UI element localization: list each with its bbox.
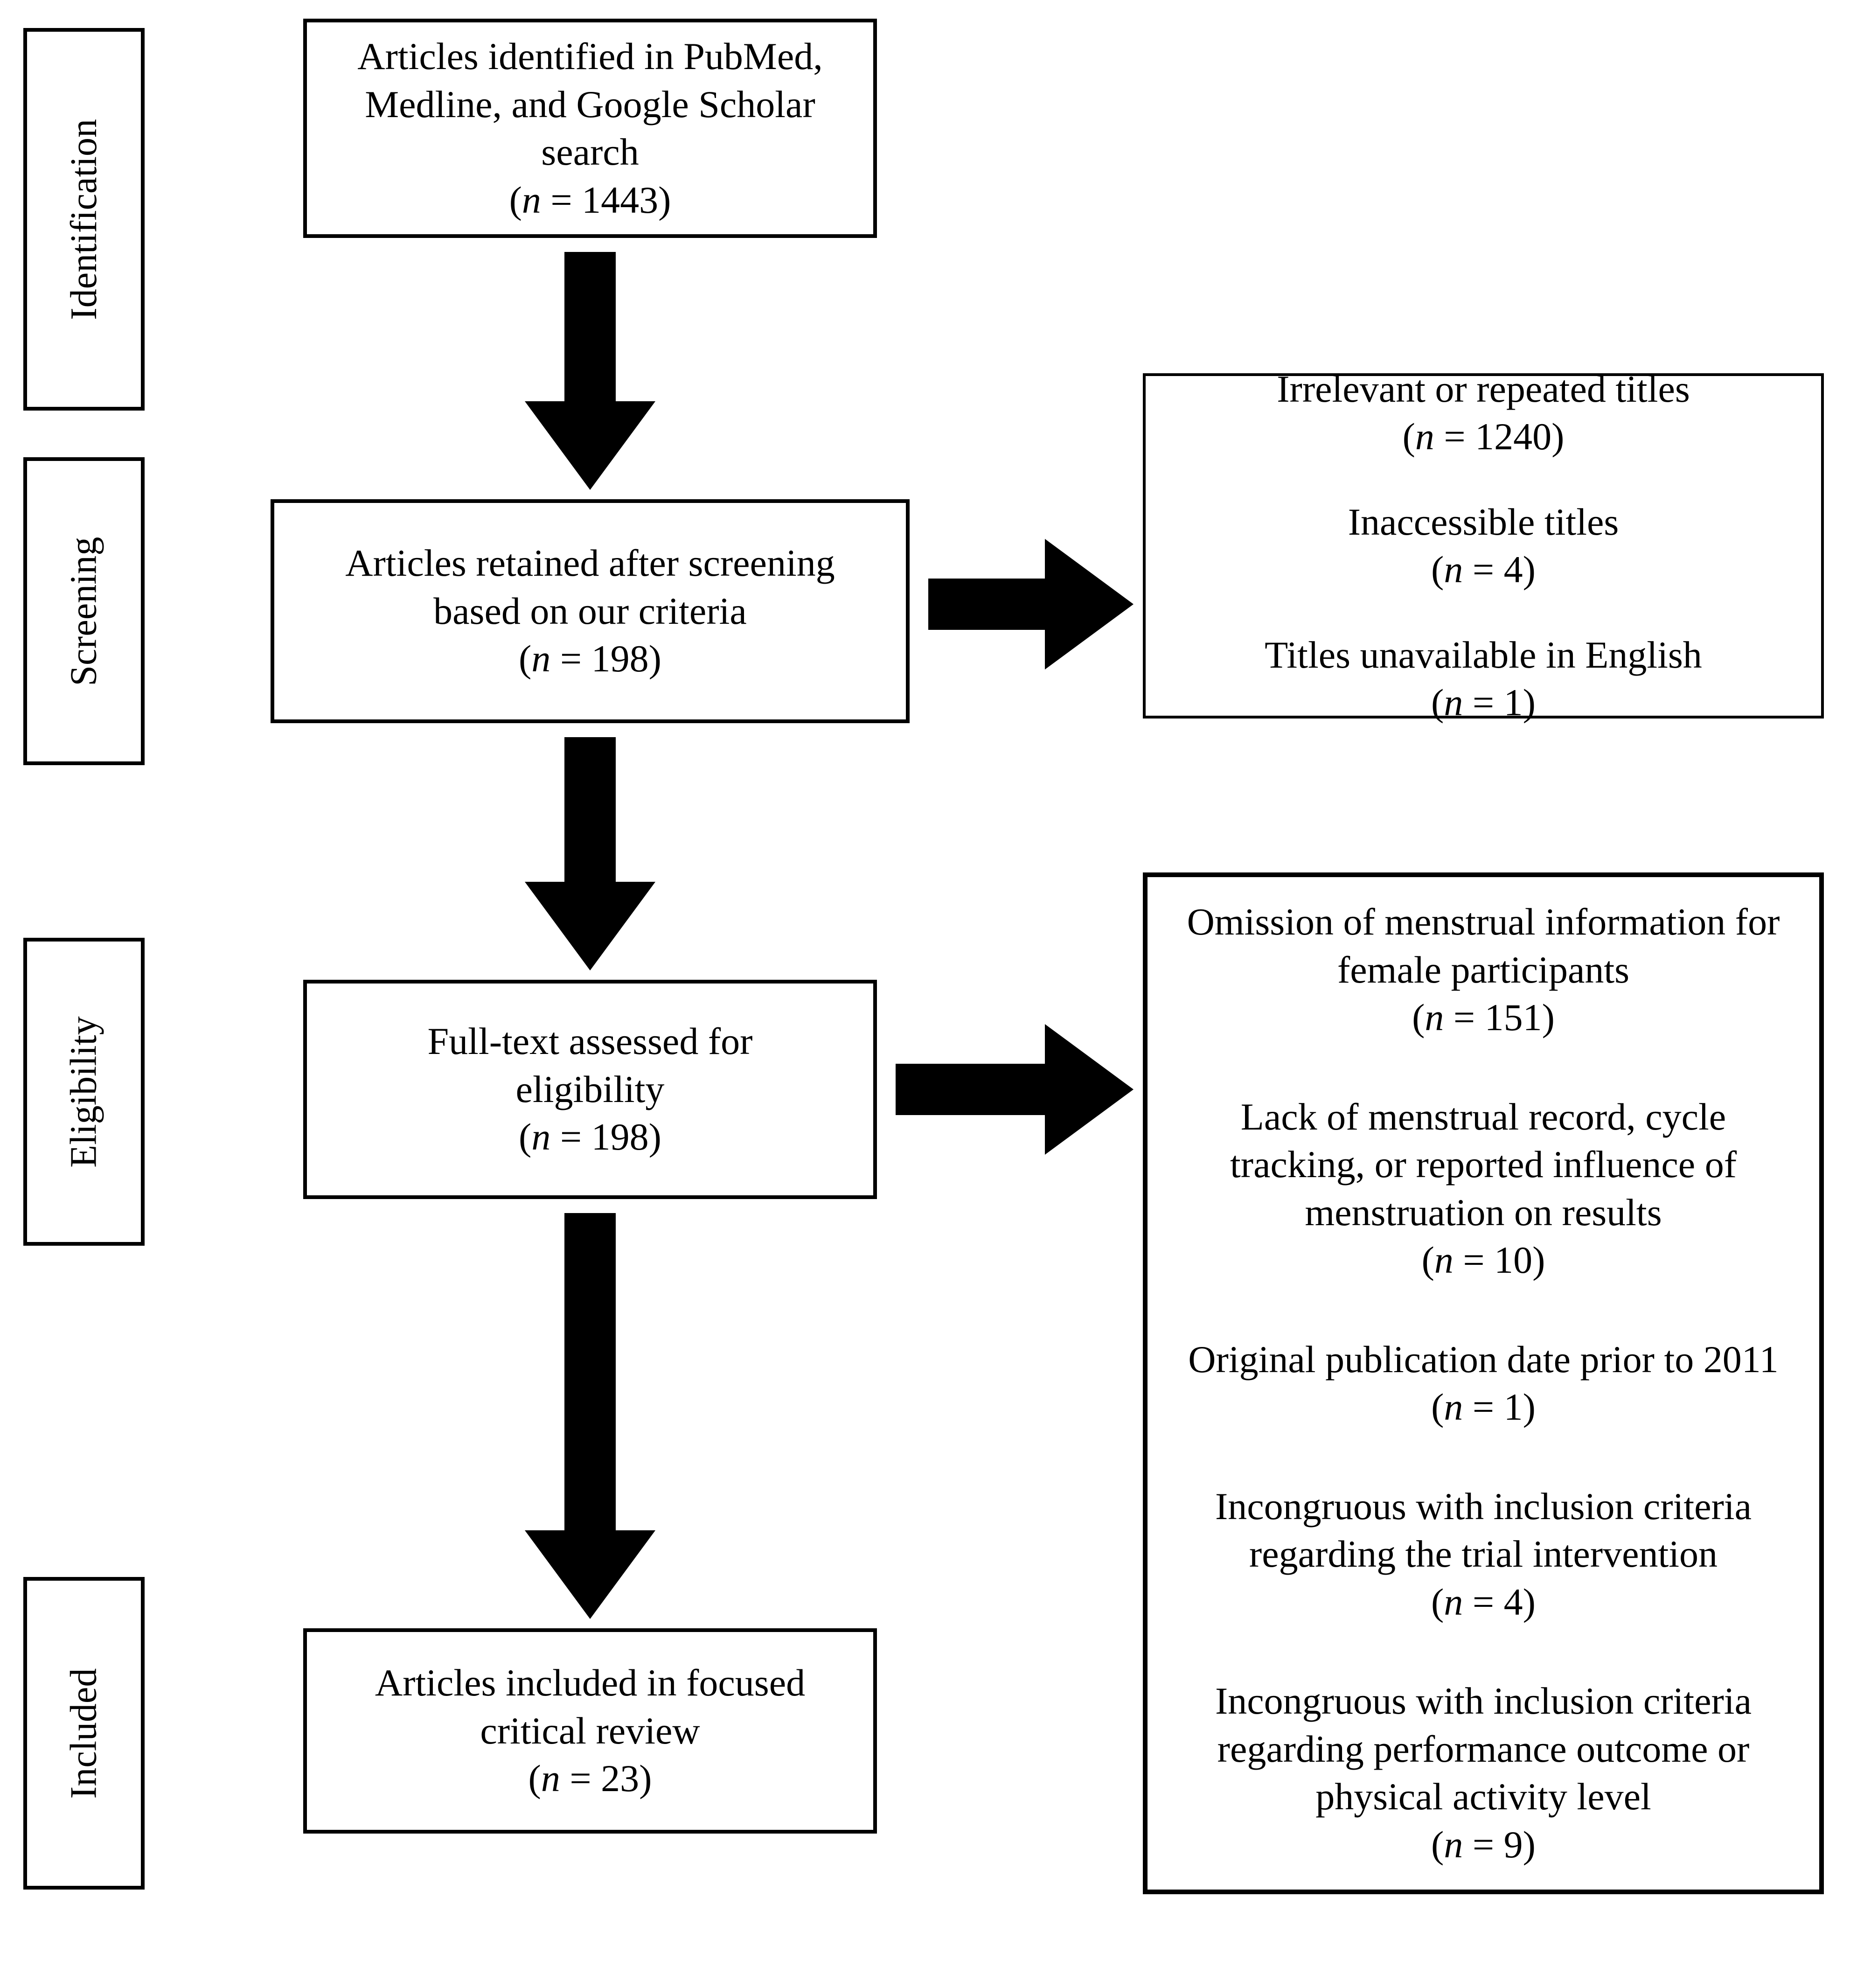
node-retained-text: Articles retained after screeningbased o… bbox=[345, 539, 835, 683]
stage-screening: Screening bbox=[23, 457, 145, 765]
node-included: Articles included in focusedcritical rev… bbox=[303, 1628, 877, 1834]
stage-eligibility: Eligibility bbox=[23, 938, 145, 1246]
prisma-flowchart: Identification Screening Eligibility Includ… bbox=[0, 0, 1850, 1988]
exclude-screening-item-1: Inaccessible titles(n = 4) bbox=[1348, 498, 1619, 594]
exclude-eligibility-item-0: Omission of menstrual information forfem… bbox=[1187, 898, 1780, 1042]
exclude-screening: Irrelevant or repeated titles(n = 1240)I… bbox=[1143, 373, 1824, 718]
node-fulltext: Full-text assessed foreligibility(n = 19… bbox=[303, 980, 877, 1199]
stage-eligibility-label: Eligibility bbox=[63, 1016, 105, 1167]
stage-identification: Identification bbox=[23, 28, 145, 411]
stage-included: Included bbox=[23, 1577, 145, 1890]
exclude-eligibility-item-4: Incongruous with inclusion criteriaregar… bbox=[1215, 1677, 1752, 1869]
exclude-screening-item-2: Titles unavailable in English(n = 1) bbox=[1265, 631, 1702, 727]
node-fulltext-text: Full-text assessed foreligibility(n = 19… bbox=[428, 1018, 753, 1161]
node-identified-text: Articles identified in PubMed,Medline, a… bbox=[357, 33, 823, 224]
stage-screening-label: Screening bbox=[63, 537, 105, 686]
exclude-eligibility-item-1: Lack of menstrual record, cycletracking,… bbox=[1230, 1093, 1737, 1284]
node-identified: Articles identified in PubMed,Medline, a… bbox=[303, 19, 877, 238]
node-included-text: Articles included in focusedcritical rev… bbox=[375, 1659, 805, 1803]
exclude-eligibility-item-2: Original publication date prior to 2011(… bbox=[1188, 1336, 1778, 1431]
exclude-eligibility: Omission of menstrual information forfem… bbox=[1143, 872, 1824, 1894]
exclude-screening-item-0: Irrelevant or repeated titles(n = 1240) bbox=[1277, 365, 1690, 461]
stage-identification-label: Identification bbox=[63, 119, 105, 320]
stage-included-label: Included bbox=[63, 1668, 105, 1799]
exclude-eligibility-item-3: Incongruous with inclusion criteriaregar… bbox=[1215, 1483, 1752, 1626]
node-retained: Articles retained after screeningbased o… bbox=[271, 499, 910, 723]
